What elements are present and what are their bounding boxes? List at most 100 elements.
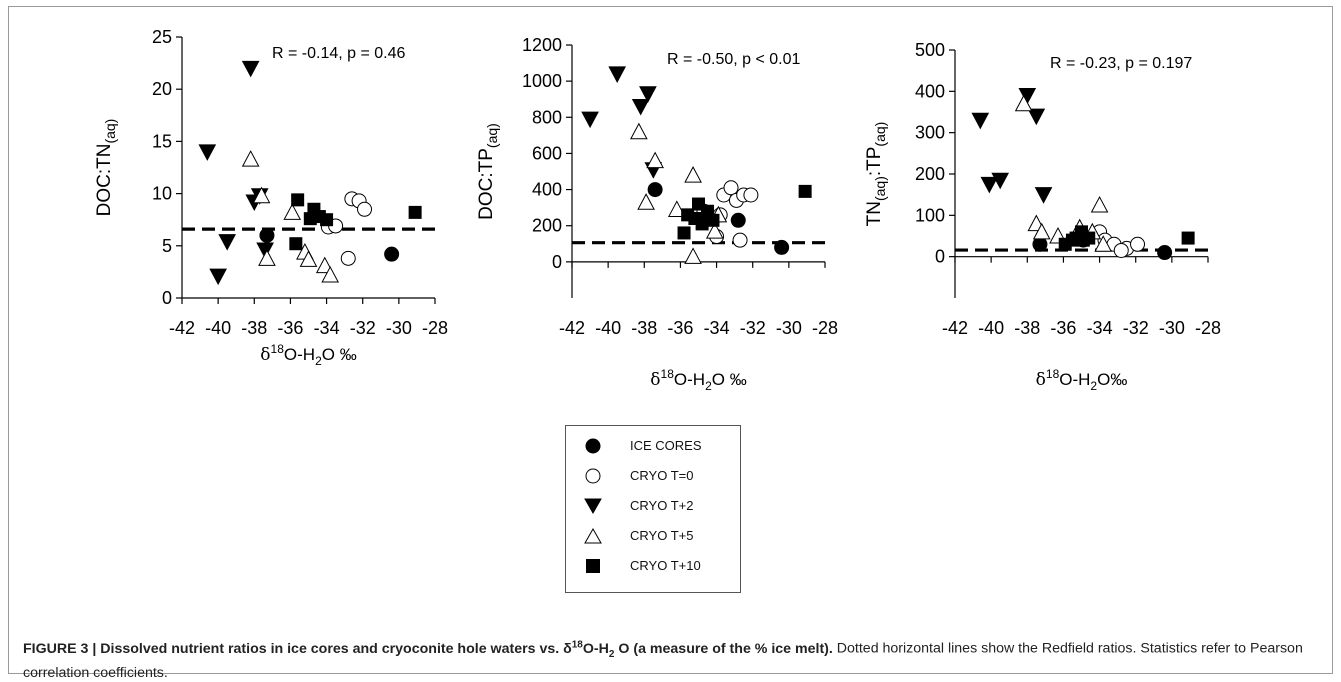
legend-item-cryo-t10: CRYO T+10 xyxy=(566,554,742,578)
data-point-triangle-down-filled xyxy=(608,66,627,83)
x-tick-label: -42 xyxy=(942,318,968,338)
data-point-triangle-down-filled xyxy=(198,144,217,161)
data-point-circle-open xyxy=(723,180,739,196)
data-point-square-filled xyxy=(408,205,422,219)
figure-frame xyxy=(8,6,1333,674)
triangle-up-open-icon xyxy=(584,527,602,544)
data-point-triangle-down-filled xyxy=(209,268,227,286)
x-tick-label: -38 xyxy=(241,318,267,338)
x-tick-label: -28 xyxy=(812,318,838,338)
data-point-triangle-down-filled xyxy=(241,60,260,78)
x-tick-label: -36 xyxy=(277,318,303,338)
y-axis-label: TN(aq):TP(aq) xyxy=(864,122,888,227)
legend-item-cryo-t2: CRYO T+2 xyxy=(566,494,742,518)
x-tick-label: -28 xyxy=(422,318,448,338)
legend-item-ice-cores: ICE CORES xyxy=(566,434,742,458)
data-point-triangle-up-open xyxy=(646,151,664,169)
y-tick-label: 400 xyxy=(915,81,945,101)
data-point-triangle-up-open xyxy=(684,166,702,183)
x-tick-label: -32 xyxy=(1123,318,1149,338)
data-point-triangle-up-open xyxy=(1090,195,1109,213)
chart-panel-3: 0 100 200 300 400 500 -42 -40 -38 -36 -34 -32 -30 -28… xyxy=(864,40,1221,393)
data-point-circle-open xyxy=(1130,236,1146,252)
data-point-circle-filled xyxy=(1157,245,1173,261)
data-point-square-filled xyxy=(798,184,812,198)
data-point-triangle-up-open xyxy=(1094,235,1113,252)
x-tick-label: -38 xyxy=(1014,318,1040,338)
data-point-triangle-down-filled xyxy=(1034,187,1053,204)
x-tick-label: -40 xyxy=(978,318,1004,338)
legend-label: CRYO T+5 xyxy=(630,528,694,543)
y-tick-label: 0 xyxy=(162,288,172,308)
y-tick-label: 200 xyxy=(532,216,562,236)
x-tick-label: -42 xyxy=(559,318,585,338)
correlation-annotation: R = -0.14, p = 0.46 xyxy=(272,45,406,62)
x-tick-label: -42 xyxy=(169,318,195,338)
y-axis-label: DOC:TP(aq) xyxy=(476,123,500,220)
x-axis-label: δ18O-H2O ‰ xyxy=(650,367,746,393)
x-tick-label: -30 xyxy=(1159,318,1185,338)
data-point-circle-open xyxy=(357,201,373,217)
legend-label: CRYO T+10 xyxy=(630,558,701,573)
data-point-circle-filled xyxy=(647,182,663,198)
data-point-triangle-down-filled xyxy=(639,86,657,103)
legend-label: CRYO T=0 xyxy=(630,468,694,483)
legend-item-cryo-t0: CRYO T=0 xyxy=(566,464,742,488)
x-tick-label: -40 xyxy=(595,318,621,338)
data-point-circle-filled xyxy=(774,239,790,255)
data-point-triangle-down-filled xyxy=(218,234,237,251)
correlation-annotation: R = -0.50, p < 0.01 xyxy=(667,51,801,68)
y-tick-label: 5 xyxy=(162,236,172,256)
data-point-triangle-up-open xyxy=(684,247,702,264)
x-tick-label: -40 xyxy=(205,318,231,338)
y-tick-label: 0 xyxy=(935,247,945,267)
y-tick-label: 10 xyxy=(152,184,172,204)
data-point-circle-open xyxy=(732,232,748,248)
data-point-triangle-down-filled xyxy=(991,172,1010,190)
y-tick-label: 15 xyxy=(152,131,172,151)
x-tick-label: -34 xyxy=(704,318,730,338)
y-tick-label: 20 xyxy=(152,79,172,99)
data-point-triangle-down-filled xyxy=(1027,108,1046,126)
legend-item-cryo-t5: CRYO T+5 xyxy=(566,524,742,548)
y-tick-label: 400 xyxy=(532,180,562,200)
figure-caption: FIGURE 3 | Dissolved nutrient ratios in … xyxy=(23,636,1323,682)
data-point-triangle-up-open xyxy=(630,122,648,140)
data-point-triangle-up-open xyxy=(667,200,686,217)
y-tick-label: 300 xyxy=(915,123,945,143)
data-point-triangle-down-filled xyxy=(581,111,599,129)
x-axis-label: δ18O-H2O ‰ xyxy=(260,342,356,368)
x-tick-label: -36 xyxy=(1050,318,1076,338)
caption-text: Dotted horizontal lines show the Redfiel… xyxy=(23,640,1303,681)
data-point-triangle-up-open xyxy=(258,249,276,266)
x-tick-label: -36 xyxy=(667,318,693,338)
chart-panel-1: 0 5 10 15 20 25 -42 -40 -38 -36 -34 -32 -30 -28 R = -0… xyxy=(94,27,448,368)
data-point-triangle-down-filled xyxy=(971,112,990,130)
square-filled-icon xyxy=(586,559,600,573)
y-tick-label: 600 xyxy=(532,143,562,163)
y-tick-label: 500 xyxy=(915,40,945,60)
triangle-down-filled-icon xyxy=(584,498,602,515)
x-axis-label: δ18O-H2O‰ xyxy=(1036,367,1128,393)
data-point-circle-open xyxy=(1113,242,1129,258)
data-point-triangle-down-filled xyxy=(980,176,999,194)
legend-label: CRYO T+2 xyxy=(630,498,694,513)
y-tick-label: 100 xyxy=(915,205,945,225)
data-point-triangle-up-open xyxy=(705,222,724,239)
data-point-square-filled xyxy=(695,217,709,231)
x-tick-label: -32 xyxy=(350,318,376,338)
data-point-square-filled xyxy=(1082,231,1096,245)
y-tick-label: 0 xyxy=(552,252,562,272)
y-tick-label: 200 xyxy=(915,164,945,184)
x-tick-label: -34 xyxy=(1087,318,1113,338)
x-tick-label: -32 xyxy=(740,318,766,338)
data-point-circle-filled xyxy=(730,212,746,228)
circle-filled-icon xyxy=(585,438,601,454)
data-point-square-filled xyxy=(677,226,691,240)
y-axis-label: DOC:TN(aq) xyxy=(94,119,118,217)
legend: ICE CORES CRYO T=0 CRYO T+2 CRYO T+5 CRY… xyxy=(565,425,741,593)
data-point-triangle-up-open xyxy=(321,265,340,283)
data-point-square-filled xyxy=(706,213,720,227)
